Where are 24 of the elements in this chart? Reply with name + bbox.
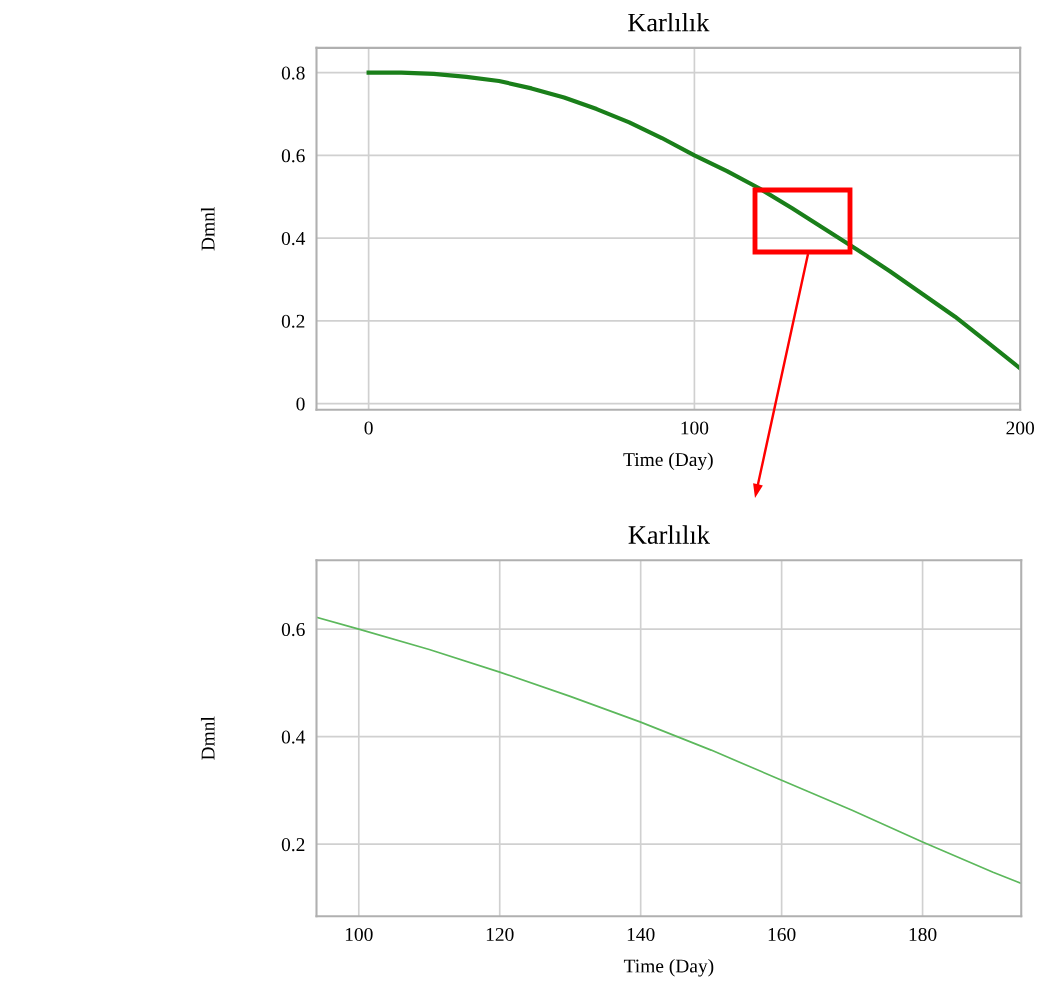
x-tick-label: 100	[345, 927, 373, 942]
y-tick-label: 0	[296, 397, 305, 411]
x-axis-title: Time (Day)	[623, 958, 714, 977]
chart-title: Karlılık	[628, 525, 710, 544]
line-series	[316, 616, 1022, 885]
x-tick-label: 200	[1006, 421, 1035, 435]
y-tick-label: 0.8	[281, 66, 305, 80]
x-tick-label: 100	[681, 421, 709, 435]
line-series	[366, 70, 1021, 371]
y-tick-label: 0.6	[281, 149, 305, 163]
y-axis-title: Dmnl	[200, 716, 215, 760]
y-tick-label: 0.4	[281, 730, 306, 744]
x-tick-label: 160	[768, 927, 796, 942]
x-tick-label: 0	[364, 421, 373, 435]
y-tick-label: 0.2	[281, 314, 305, 328]
x-tick-label: 180	[909, 927, 937, 942]
x-tick-label: 140	[627, 927, 655, 942]
y-tick-label: 0.6	[281, 622, 305, 637]
x-tick-label: 120	[486, 927, 514, 942]
y-tick-label: 0.4	[281, 231, 306, 246]
y-tick-label: 0.2	[281, 838, 305, 852]
chart-title: Karlılık	[628, 12, 710, 32]
x-axis-title: Time (Day)	[623, 452, 713, 471]
y-axis-title: Dmnl	[200, 207, 215, 251]
